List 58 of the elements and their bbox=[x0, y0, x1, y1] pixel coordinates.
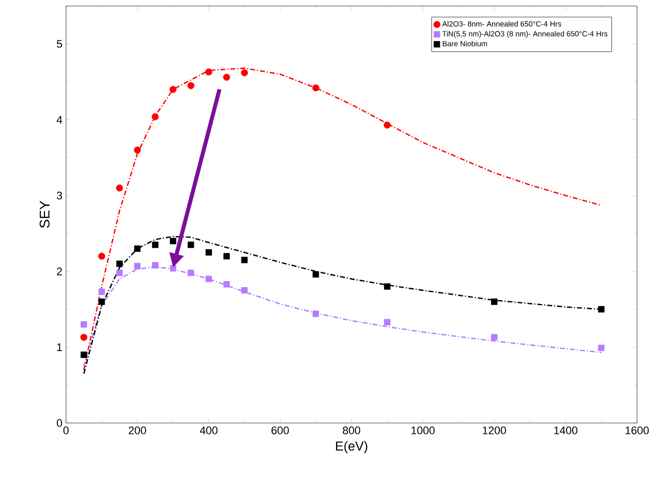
point bbox=[152, 242, 158, 248]
point bbox=[134, 262, 141, 270]
y-tick-label: 2 bbox=[56, 268, 62, 276]
point bbox=[98, 298, 105, 305]
point bbox=[80, 321, 88, 328]
line-series bbox=[83, 68, 602, 371]
point bbox=[98, 288, 105, 296]
y-tick-label: 4 bbox=[56, 116, 62, 124]
point bbox=[491, 298, 498, 305]
point bbox=[188, 270, 194, 276]
x-tick-label: 1200 bbox=[482, 426, 506, 434]
x-tick-label: 600 bbox=[272, 426, 289, 434]
y-tick-label: 0 bbox=[56, 419, 62, 427]
point bbox=[312, 84, 320, 92]
point bbox=[80, 352, 88, 358]
point bbox=[598, 306, 605, 312]
point bbox=[187, 82, 194, 90]
point bbox=[80, 334, 88, 341]
x-tick-label: 1000 bbox=[412, 426, 435, 434]
point bbox=[223, 281, 230, 288]
y-axis-title: SEY bbox=[40, 200, 50, 228]
point bbox=[240, 69, 248, 76]
y-tick-label: 1 bbox=[57, 343, 62, 351]
point bbox=[206, 276, 212, 282]
x-tick-label: 800 bbox=[342, 426, 360, 434]
point bbox=[98, 252, 106, 260]
point bbox=[116, 184, 124, 192]
point bbox=[241, 256, 248, 264]
point bbox=[170, 238, 176, 244]
point bbox=[223, 74, 230, 81]
point bbox=[170, 265, 176, 272]
point bbox=[598, 344, 605, 352]
point bbox=[241, 287, 248, 294]
point bbox=[384, 283, 390, 290]
point bbox=[223, 253, 230, 260]
point bbox=[152, 113, 159, 120]
point bbox=[134, 146, 141, 154]
point bbox=[491, 334, 498, 341]
x-tick-label: 400 bbox=[200, 426, 218, 434]
x-tick-label: 0 bbox=[63, 426, 69, 434]
point bbox=[205, 68, 212, 76]
point bbox=[312, 271, 320, 278]
point bbox=[170, 86, 177, 93]
point bbox=[312, 310, 320, 318]
point bbox=[206, 249, 212, 256]
point bbox=[152, 262, 158, 268]
y-tick-label: 5 bbox=[56, 40, 62, 48]
point bbox=[134, 245, 141, 252]
x-tick-label: 1600 bbox=[626, 426, 649, 434]
x-axis-title: E(eV) bbox=[336, 441, 368, 454]
point bbox=[384, 122, 391, 129]
point bbox=[188, 242, 194, 248]
point bbox=[384, 318, 390, 326]
x-tick-label: 1400 bbox=[554, 426, 578, 434]
x-tick-label: 200 bbox=[128, 426, 146, 434]
point bbox=[116, 260, 123, 267]
point bbox=[116, 270, 123, 276]
y-tick-label: 3 bbox=[56, 192, 62, 200]
